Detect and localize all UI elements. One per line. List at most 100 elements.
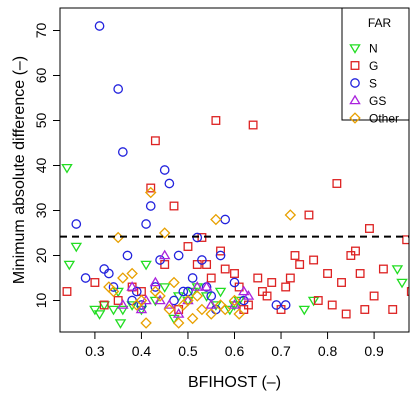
y-axis-title: Minimum absolute difference (–) xyxy=(11,56,28,284)
data-point-n xyxy=(307,296,320,307)
y-tick-label: 70 xyxy=(33,23,49,39)
data-point-n xyxy=(224,305,236,316)
data-point-other xyxy=(172,317,185,329)
data-point-n xyxy=(228,301,241,311)
data-point-g xyxy=(360,305,370,314)
data-point-n xyxy=(61,163,73,174)
data-point-gs xyxy=(140,294,152,305)
data-point-g xyxy=(220,264,230,274)
data-point-other xyxy=(177,299,190,311)
data-point-n xyxy=(114,319,127,329)
data-point-other xyxy=(168,276,180,289)
y-tick-label: 50 xyxy=(33,113,49,129)
data-point-g xyxy=(230,269,239,278)
data-point-n xyxy=(98,301,110,311)
data-point-s xyxy=(164,178,175,189)
data-point-g xyxy=(304,210,314,220)
data-point-g xyxy=(248,120,258,130)
data-point-g xyxy=(313,296,323,305)
legend-marker-gs xyxy=(349,94,361,105)
data-point-g xyxy=(337,278,346,287)
data-point-other xyxy=(182,294,194,307)
x-tick-label: 0.8 xyxy=(318,343,338,359)
data-point-g xyxy=(206,273,216,283)
data-point-gs xyxy=(238,285,250,296)
data-point-gs xyxy=(126,281,138,291)
y-axis: 10 20 30 40 50 60 70 xyxy=(33,23,60,308)
data-point-s xyxy=(150,282,161,292)
y-tick-label: 30 xyxy=(33,203,49,219)
data-point-other xyxy=(284,209,297,221)
data-point-s xyxy=(145,201,156,211)
data-point-n xyxy=(158,283,171,293)
legend-label-g: G xyxy=(369,59,378,73)
data-point-n xyxy=(93,310,106,320)
data-point-n xyxy=(70,242,83,253)
data-point-g xyxy=(332,179,342,188)
data-point-n xyxy=(391,265,404,275)
data-point-g xyxy=(327,300,337,310)
data-point-g xyxy=(211,116,221,125)
data-point-g xyxy=(290,251,300,260)
data-point-s xyxy=(104,268,114,279)
data-point-n xyxy=(117,305,129,316)
data-point-other xyxy=(144,186,157,199)
data-point-g xyxy=(253,273,263,283)
data-point-s xyxy=(122,250,133,261)
data-point-gs xyxy=(163,299,176,309)
data-point-n xyxy=(298,305,311,316)
data-point-n xyxy=(200,292,213,302)
data-point-s xyxy=(113,84,124,94)
data-point-g xyxy=(146,183,156,193)
data-point-g xyxy=(262,291,272,301)
data-point-s xyxy=(280,300,291,310)
data-point-g xyxy=(281,282,291,292)
data-point-gs xyxy=(228,299,241,309)
data-point-s xyxy=(173,250,184,261)
data-point-other xyxy=(140,317,152,329)
data-point-s xyxy=(215,250,226,261)
x-tick-label: 0.3 xyxy=(85,343,105,359)
data-point-g xyxy=(406,287,409,296)
data-point-g xyxy=(90,278,100,287)
data-point-gs xyxy=(191,281,204,291)
x-axis: 0.3 0.4 0.5 0.6 0.7 0.8 0.9 xyxy=(85,332,384,359)
legend-marker-other xyxy=(349,112,361,124)
data-point-s xyxy=(117,147,128,157)
data-point-s xyxy=(136,300,147,310)
data-point-n xyxy=(140,260,152,271)
data-point-n xyxy=(214,287,227,298)
legend-title: FAR xyxy=(368,16,392,30)
data-point-other xyxy=(210,213,222,226)
data-point-g xyxy=(364,224,374,233)
data-point-g xyxy=(244,300,253,310)
data-point-gs xyxy=(242,290,255,300)
data-point-gs xyxy=(182,294,194,305)
data-point-s xyxy=(127,295,137,306)
data-point-g xyxy=(160,260,170,269)
x-tick-label: 0.6 xyxy=(225,343,245,359)
data-point-s xyxy=(94,21,105,31)
data-point-s xyxy=(187,273,198,283)
data-point-g xyxy=(150,136,160,146)
data-point-g xyxy=(285,273,295,283)
data-point-other xyxy=(107,285,120,298)
data-point-gs xyxy=(117,299,129,309)
data-point-g xyxy=(62,287,72,296)
data-point-other xyxy=(126,267,138,280)
data-point-other xyxy=(135,294,148,307)
x-axis-title: BFIHOST (–) xyxy=(188,374,281,391)
data-point-s xyxy=(141,219,151,229)
legend-label-other: Other xyxy=(369,112,399,126)
x-tick-label: 0.5 xyxy=(178,343,198,359)
data-point-g xyxy=(169,201,179,211)
data-point-n xyxy=(168,314,180,325)
data-point-g xyxy=(351,246,360,256)
data-point-g xyxy=(257,287,267,296)
y-tick-label: 40 xyxy=(33,158,49,174)
data-point-other xyxy=(191,290,204,302)
data-point-g xyxy=(99,300,109,310)
data-point-s xyxy=(71,219,82,229)
